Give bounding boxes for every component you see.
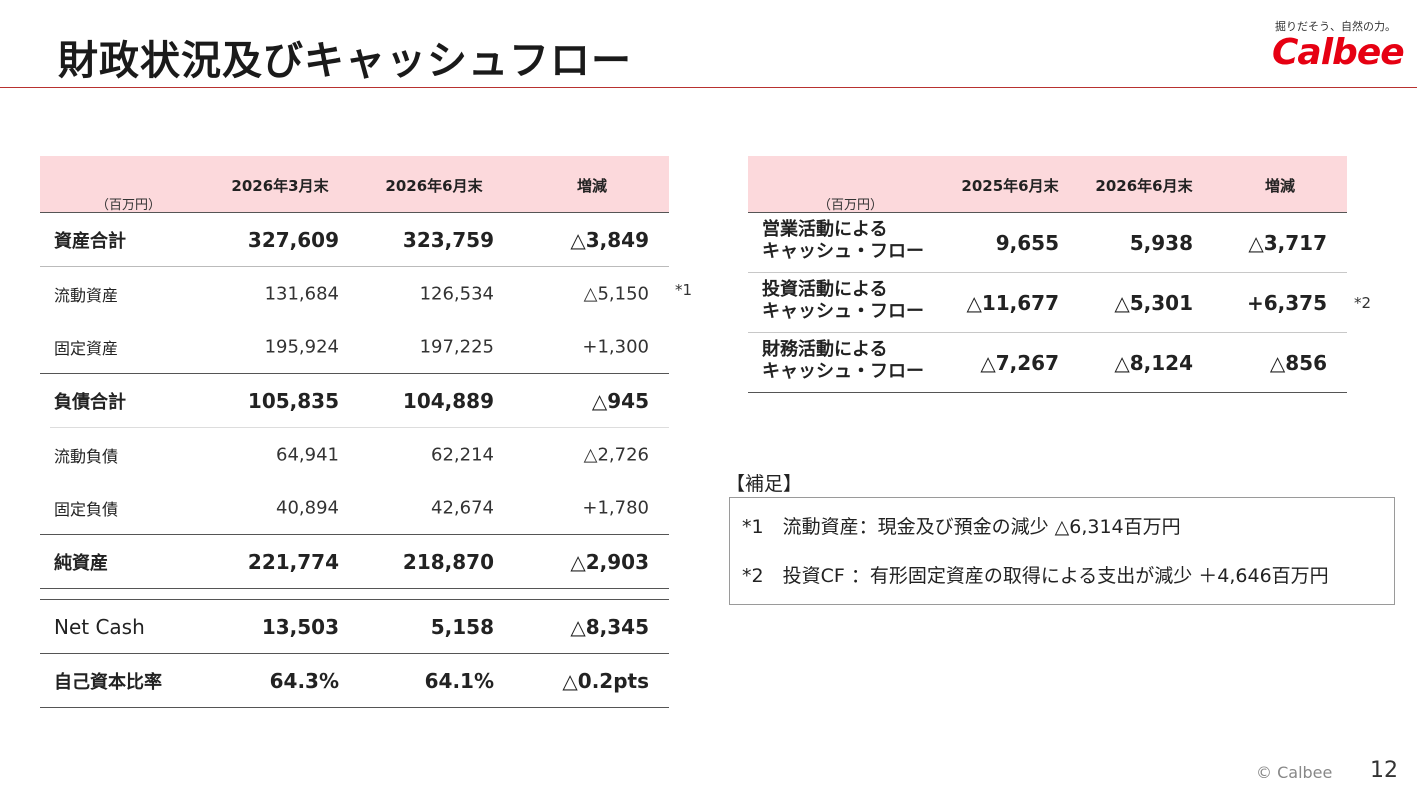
- cell-value: △2,726: [583, 444, 649, 465]
- copyright: © Calbee: [1256, 763, 1333, 782]
- row-label: 流動負債: [54, 446, 119, 466]
- row-label: 流動資産: [54, 285, 119, 305]
- table-row: 投資活動による キャッシュ・フロー △11,677 △5,301 +6,375: [748, 273, 1347, 333]
- logo-tagline: 掘りだそう、自然の力。: [1275, 20, 1396, 33]
- cell-value: 62,214: [431, 444, 494, 465]
- column-header: 2026年6月末: [1095, 177, 1193, 195]
- row-label-line: 投資活動による: [762, 279, 888, 300]
- row-label: 投資活動による キャッシュ・フロー: [762, 279, 924, 323]
- row-label: 財務活動による キャッシュ・フロー: [762, 339, 924, 383]
- cash-flow-table: （百万円） 2025年6月末 2026年6月末 増減 営業活動による キャッシュ…: [748, 156, 1347, 393]
- table-row: 資産合計 327,609 323,759 △3,849: [40, 213, 669, 267]
- column-header: 2026年6月末: [385, 177, 483, 195]
- cell-value: 64,941: [276, 444, 339, 465]
- page-title: 財政状況及びキャッシュフロー: [58, 38, 632, 84]
- balance-sheet-table: （百万円） 2026年3月末 2026年6月末 増減 資産合計 327,609 …: [40, 156, 669, 708]
- column-header: 2026年3月末: [231, 177, 329, 195]
- supplement-note: *1 流動資産：現金及び預金の減少 △6,314百万円: [742, 516, 1181, 538]
- column-header: 増減: [576, 177, 607, 195]
- unit-label: （百万円）: [818, 198, 884, 213]
- table-row: 流動負債 64,941 62,214 △2,726: [40, 428, 669, 481]
- table-row: 固定負債 40,894 42,674 +1,780: [40, 481, 669, 535]
- cell-value: 195,924: [264, 336, 339, 357]
- cell-value: 40,894: [276, 497, 339, 518]
- page-number: 12: [1370, 758, 1398, 783]
- supplement-heading: 【補足】: [726, 473, 803, 495]
- table-row: 営業活動による キャッシュ・フロー 9,655 5,938 △3,717: [748, 213, 1347, 273]
- cell-value: 5,938: [1129, 230, 1193, 255]
- supplement-note: *2 投資CF ：有形固定資産の取得による支出が減少 ＋4,646百万円: [742, 565, 1329, 587]
- row-label: Net Cash: [54, 614, 145, 639]
- cell-value: △2,903: [570, 549, 649, 574]
- row-label: 自己資本比率: [54, 671, 162, 693]
- cell-value: 64.1%: [424, 668, 494, 693]
- row-label: 負債合計: [54, 391, 126, 413]
- cell-value: 64.3%: [269, 668, 339, 693]
- cell-value: 323,759: [402, 227, 494, 252]
- row-label: 固定資産: [54, 338, 119, 358]
- row-label-line: キャッシュ・フロー: [762, 301, 924, 322]
- table-row: 固定資産 195,924 197,225 +1,300: [40, 320, 669, 374]
- cell-value: △5,150: [583, 283, 649, 304]
- supplement-box: *1 流動資産：現金及び預金の減少 △6,314百万円 *2 投資CF ：有形固…: [729, 497, 1395, 605]
- column-header: 増減: [1264, 177, 1295, 195]
- table-row: 純資産 221,774 218,870 △2,903: [40, 535, 669, 589]
- cell-value: 9,655: [995, 230, 1059, 255]
- cell-value: 221,774: [247, 549, 339, 574]
- cell-value: △11,677: [966, 290, 1059, 315]
- title-divider: [0, 87, 1417, 88]
- table-row: 自己資本比率 64.3% 64.1% △0.2pts: [40, 654, 669, 708]
- cell-value: △8,345: [570, 614, 649, 639]
- cell-value: △945: [591, 388, 649, 413]
- cell-value: +1,300: [582, 336, 649, 357]
- table-row: 負債合計 105,835 104,889 △945: [50, 374, 669, 428]
- cell-value: △0.2pts: [562, 668, 649, 693]
- cell-value: △7,267: [980, 350, 1059, 375]
- table-row: 財務活動による キャッシュ・フロー △7,267 △8,124 △856: [748, 333, 1347, 393]
- cell-value: 197,225: [419, 336, 494, 357]
- row-label: 純資産: [54, 552, 108, 574]
- cell-value: 104,889: [402, 388, 494, 413]
- cell-value: △3,717: [1248, 230, 1327, 255]
- cell-value: +6,375: [1246, 290, 1327, 315]
- cell-value: 218,870: [402, 549, 494, 574]
- cell-value: +1,780: [582, 497, 649, 518]
- cell-value: △5,301: [1114, 290, 1193, 315]
- row-label: 営業活動による キャッシュ・フロー: [762, 219, 924, 263]
- cell-value: △3,849: [570, 227, 649, 252]
- row-label: 資産合計: [54, 230, 126, 252]
- calbee-logo: 掘りだそう、自然の力。 Calbee: [1266, 18, 1405, 78]
- table-row: 流動資産 131,684 126,534 △5,150: [50, 267, 669, 320]
- cell-value: 327,609: [247, 227, 339, 252]
- table-header: （百万円） 2026年3月末 2026年6月末 増減: [40, 156, 669, 213]
- cell-value: △8,124: [1114, 350, 1193, 375]
- cell-value: 42,674: [431, 497, 494, 518]
- cell-value: 5,158: [430, 614, 494, 639]
- row-label-line: 営業活動による: [762, 219, 888, 240]
- row-label-line: キャッシュ・フロー: [762, 361, 924, 382]
- cell-value: 13,503: [261, 614, 339, 639]
- cell-value: 126,534: [419, 283, 494, 304]
- table-row: Net Cash 13,503 5,158 △8,345: [40, 600, 669, 654]
- table-gap: [40, 589, 669, 600]
- cell-value: △856: [1269, 350, 1327, 375]
- row-label: 固定負債: [54, 499, 119, 519]
- row-label-line: 財務活動による: [762, 339, 888, 360]
- cell-value: 105,835: [247, 388, 339, 413]
- column-header: 2025年6月末: [961, 177, 1059, 195]
- note-mark: *2: [1354, 294, 1372, 312]
- unit-label: （百万円）: [96, 198, 162, 213]
- table-header: （百万円） 2025年6月末 2026年6月末 増減: [748, 156, 1347, 213]
- note-mark: *1: [675, 281, 693, 299]
- logo-brand: Calbee: [1272, 32, 1405, 73]
- cell-value: 131,684: [264, 283, 339, 304]
- row-label-line: キャッシュ・フロー: [762, 241, 924, 262]
